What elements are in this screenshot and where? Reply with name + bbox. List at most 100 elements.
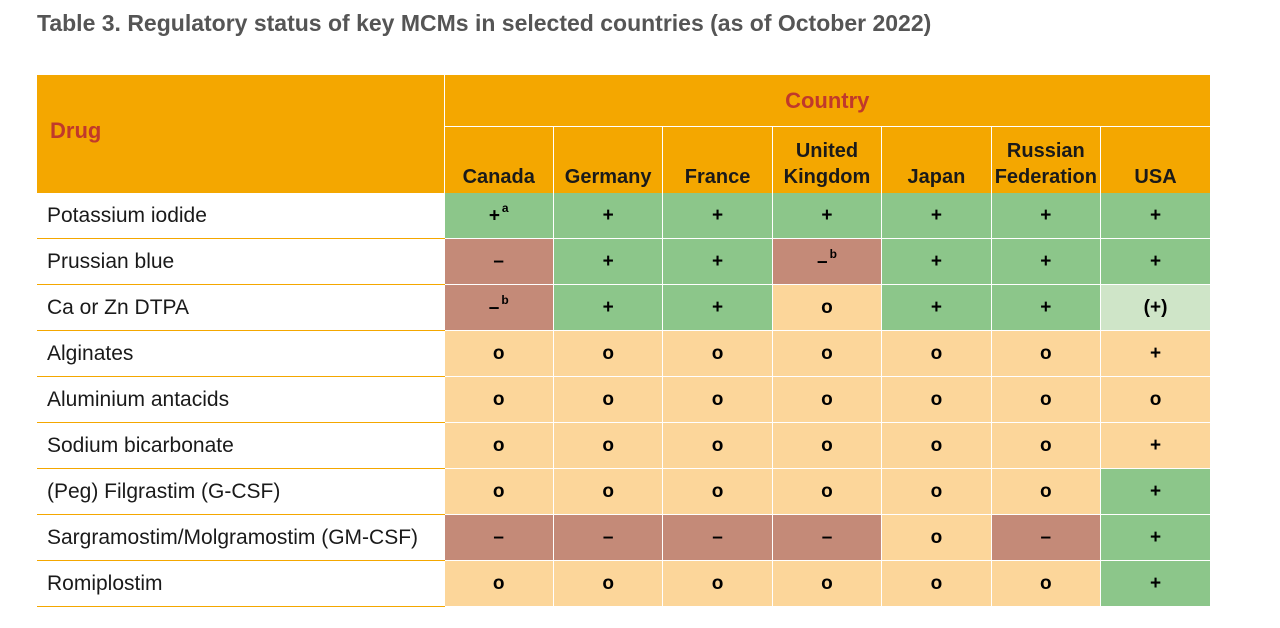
table-row: Alginates o o o o o o + — [37, 330, 1211, 377]
status-symbol: o — [711, 480, 724, 502]
country-name-line1: Russian — [1006, 140, 1085, 162]
status-symbol: o — [492, 388, 505, 410]
country-header: Canada — [444, 126, 554, 193]
status-cell: o — [662, 422, 773, 469]
country-name-line2: Kingdom — [783, 166, 871, 188]
status-symbol: o — [711, 434, 724, 456]
status-symbol: – — [602, 526, 614, 548]
country-name-line2: Germany — [564, 166, 652, 188]
table-row: Sargramostim/Molgramostim (GM-CSF) – – – – o –… — [37, 514, 1211, 561]
status-cell: o — [881, 514, 992, 561]
table-row: Prussian blue – + + – b + + + — [37, 238, 1211, 285]
status-symbol: o — [602, 342, 614, 364]
status-cell: o — [444, 376, 554, 423]
country-header: Germany — [553, 126, 664, 193]
country-group-header: Country — [444, 75, 1211, 127]
status-symbol: o — [821, 434, 833, 456]
status-symbol: o — [930, 572, 943, 594]
country-name-line2: USA — [1134, 166, 1177, 188]
status-cell: + — [881, 193, 992, 239]
status-cell: o — [662, 468, 773, 515]
country-header: USA — [1100, 126, 1211, 193]
status-symbol: + — [602, 250, 614, 272]
status-cell: o — [553, 422, 664, 469]
status-symbol: o — [1149, 388, 1162, 410]
status-symbol: – — [712, 526, 723, 548]
status-cell: o — [444, 422, 554, 469]
status-symbol: o — [602, 434, 614, 456]
status-symbol: – — [493, 526, 504, 548]
status-symbol: + — [930, 250, 942, 272]
country-name-line1: United — [795, 140, 859, 162]
status-cell: o — [881, 468, 992, 515]
status-cell: o — [991, 560, 1102, 607]
status-symbol: o — [602, 480, 614, 502]
status-cell: + — [1100, 193, 1211, 239]
table-body: Potassium iodide + a + + + + + + Prussian blue – + +… — [37, 193, 1211, 607]
status-symbol: + — [712, 296, 724, 318]
status-cell: – b — [444, 284, 554, 331]
table-row: (Peg) Filgrastim (G-CSF) o o o o o o + — [37, 468, 1211, 515]
status-cell: – — [662, 514, 773, 561]
status-cell: o — [662, 376, 773, 423]
status-cell: o — [772, 284, 883, 331]
status-cell: + — [662, 193, 773, 239]
status-cell: o — [553, 468, 664, 515]
status-cell: o — [444, 560, 554, 607]
status-symbol: – — [821, 526, 833, 548]
drug-name-cell: Sargramostim/Molgramostim (GM-CSF) — [37, 514, 445, 561]
status-symbol: + — [1149, 526, 1162, 548]
status-cell: o — [662, 330, 773, 377]
status-cell: o — [553, 376, 664, 423]
drug-name-cell: Aluminium antacids — [37, 376, 445, 423]
status-cell: o — [772, 376, 883, 423]
status-symbol: o — [930, 388, 943, 410]
status-symbol: + — [821, 204, 833, 226]
status-cell: + — [881, 284, 992, 331]
table-row: Sodium bicarbonate o o o o o o + — [37, 422, 1211, 469]
status-cell: o — [444, 468, 554, 515]
status-cell: + — [1100, 330, 1211, 377]
status-symbol: o — [821, 572, 833, 594]
status-cell: o — [1100, 376, 1211, 423]
country-header: France — [662, 126, 773, 193]
footnote-marker: b — [829, 247, 837, 262]
status-symbol: + — [1040, 296, 1052, 318]
table-row: Aluminium antacids o o o o o o o — [37, 376, 1211, 423]
status-cell: + a — [444, 193, 554, 239]
status-cell: + — [1100, 514, 1211, 561]
status-symbol: o — [1040, 434, 1052, 456]
status-symbol: + — [602, 296, 614, 318]
status-symbol: o — [602, 572, 614, 594]
status-symbol: o — [492, 434, 505, 456]
table-row: Potassium iodide + a + + + + + + — [37, 193, 1211, 239]
status-cell: + — [991, 238, 1102, 285]
status-symbol: + — [930, 296, 942, 318]
status-symbol: + — [1149, 572, 1162, 594]
status-cell: – — [991, 514, 1102, 561]
status-symbol: + — [1040, 250, 1052, 272]
status-symbol: + — [488, 205, 500, 227]
status-symbol: + — [602, 204, 614, 226]
regulatory-status-table: Drug Country Canada Germany France United Ki… — [37, 75, 1211, 607]
status-cell: + — [881, 238, 992, 285]
drug-name-cell: (Peg) Filgrastim (G-CSF) — [37, 468, 445, 515]
status-symbol: + — [1149, 204, 1162, 226]
status-cell: o — [444, 330, 554, 377]
status-cell: o — [991, 330, 1102, 377]
status-cell: o — [881, 560, 992, 607]
status-symbol: o — [711, 388, 724, 410]
status-symbol: o — [1040, 480, 1052, 502]
status-cell: o — [991, 422, 1102, 469]
footnote-marker: b — [501, 293, 509, 308]
status-symbol: (+) — [1143, 296, 1168, 318]
status-cell: + — [553, 193, 664, 239]
status-cell: + — [1100, 468, 1211, 515]
status-symbol: o — [821, 388, 833, 410]
status-symbol: o — [711, 572, 724, 594]
country-name-line2: Japan — [907, 166, 966, 188]
drug-name-cell: Sodium bicarbonate — [37, 422, 445, 469]
status-cell: o — [991, 468, 1102, 515]
table-title: Table 3. Regulatory status of key MCMs i… — [37, 10, 932, 36]
status-cell: + — [991, 193, 1102, 239]
